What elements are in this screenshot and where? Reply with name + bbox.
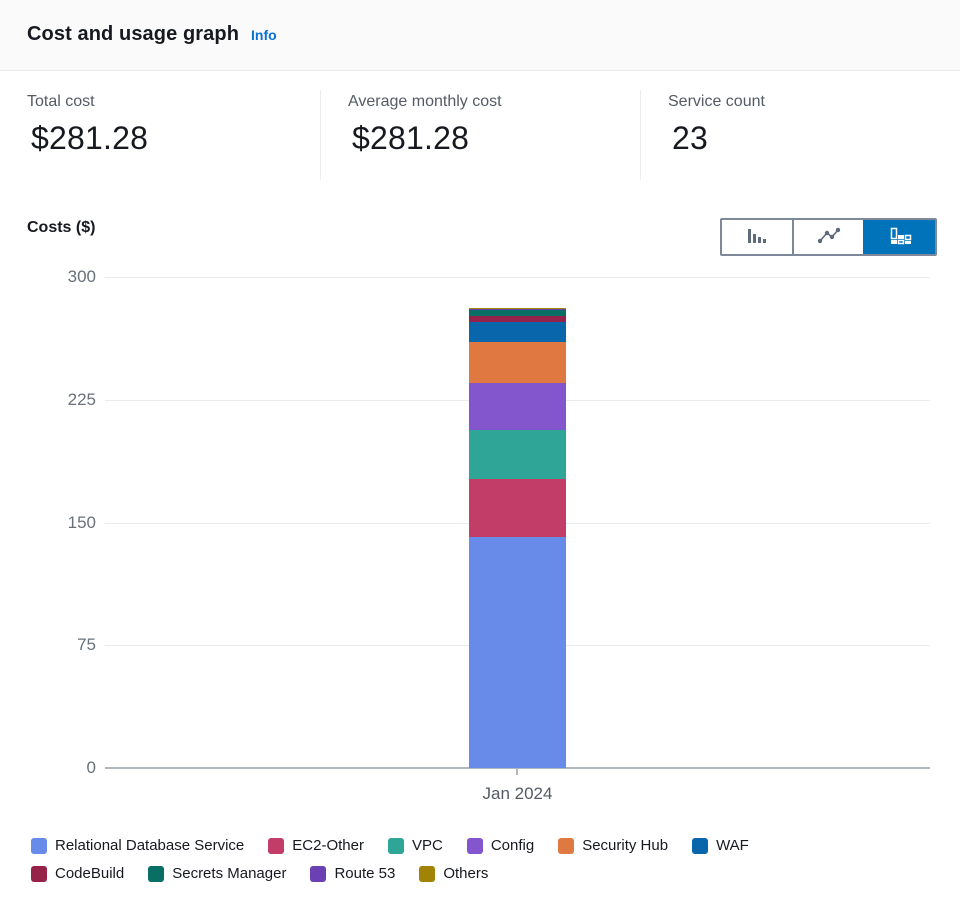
- gridline: [105, 277, 930, 278]
- legend-label: EC2-Other: [292, 837, 364, 854]
- legend-label: Security Hub: [582, 837, 669, 854]
- chart-axis-title: Costs ($): [27, 219, 96, 236]
- legend-label: Route 53: [334, 865, 396, 882]
- x-axis-tick: [516, 769, 518, 775]
- stacked-bar-chart: 0 75 150 225 300 Jan 2024: [0, 260, 960, 820]
- stacked-bar-chart-button[interactable]: [863, 220, 936, 254]
- bar-segment-others[interactable]: [469, 307, 566, 309]
- legend-item-codebuild[interactable]: CodeBuild: [31, 864, 124, 883]
- title-row: Cost and usage graph Info: [27, 23, 277, 46]
- chart-legend: Relational Database Service EC2-Other VPC C…: [31, 836, 821, 883]
- bar-segment-relational-database-service[interactable]: [469, 537, 566, 768]
- legend-label: Secrets Manager: [172, 865, 287, 882]
- stat-value: 23: [672, 120, 708, 156]
- legend-swatch: [268, 837, 285, 854]
- legend-label: Relational Database Service: [55, 837, 245, 854]
- legend-label: WAF: [716, 837, 749, 854]
- legend-label: CodeBuild: [55, 865, 125, 882]
- legend-label: VPC: [411, 837, 443, 854]
- legend-swatch: [466, 837, 483, 854]
- stats-row: Total cost $281.28 Average monthly cost …: [0, 90, 960, 180]
- stat-label: Total cost: [27, 93, 95, 110]
- stat-value: $281.28: [31, 120, 149, 156]
- legend-label: Others: [443, 865, 489, 882]
- line-chart-icon: [817, 226, 841, 249]
- legend-item-secrets-manager[interactable]: Secrets Manager: [148, 864, 286, 883]
- stacked-bar-chart-icon: [888, 226, 912, 249]
- y-axis-tick-label: 300: [67, 267, 96, 286]
- bar-chart-icon: [745, 226, 769, 249]
- legend-item-relational-database-service[interactable]: Relational Database Service: [31, 836, 244, 855]
- x-axis-line: [105, 767, 930, 769]
- stat-value: $281.28: [352, 120, 470, 156]
- legend-swatch: [310, 865, 327, 882]
- stat-label: Average monthly cost: [348, 93, 502, 110]
- bar-segment-ec2-other[interactable]: [469, 479, 566, 538]
- legend-item-config[interactable]: Config: [466, 836, 535, 855]
- legend-item-ec2-other[interactable]: EC2-Other: [268, 836, 364, 855]
- legend-label: Config: [490, 837, 535, 854]
- bar-segment-security-hub[interactable]: [469, 341, 566, 384]
- line-chart-button[interactable]: [791, 220, 864, 254]
- bar-segment-config[interactable]: [469, 383, 566, 431]
- legend-swatch: [31, 865, 47, 882]
- bar-segment-codebuild[interactable]: [469, 316, 566, 322]
- legend-swatch: [419, 865, 436, 882]
- y-axis-tick-label: 0: [86, 758, 96, 777]
- bar-segment-secrets-manager[interactable]: [469, 310, 566, 317]
- info-link[interactable]: Info: [251, 27, 277, 43]
- legend-swatch: [692, 837, 709, 854]
- legend-item-others[interactable]: Others: [419, 864, 488, 883]
- bar-segment-route-53[interactable]: [469, 308, 566, 311]
- legend-swatch: [31, 837, 47, 854]
- legend-item-vpc[interactable]: VPC: [387, 836, 443, 855]
- legend-item-waf[interactable]: WAF: [692, 836, 749, 855]
- bar-segment-vpc[interactable]: [469, 430, 566, 480]
- legend-swatch: [387, 837, 404, 854]
- y-axis-tick-label: 150: [67, 512, 96, 532]
- stat-total-cost: Total cost $281.28: [0, 90, 320, 180]
- legend-item-security-hub[interactable]: Security Hub: [558, 836, 668, 855]
- bar-chart-button[interactable]: [722, 220, 792, 254]
- page-title: Cost and usage graph: [27, 23, 240, 45]
- chart-type-toggle-group: [720, 218, 937, 256]
- y-axis-tick-label: 225: [67, 389, 96, 409]
- stat-average-monthly-cost: Average monthly cost $281.28: [320, 90, 640, 180]
- x-axis-category-label: Jan 2024: [482, 784, 553, 803]
- legend-swatch: [558, 837, 575, 854]
- stat-label: Service count: [668, 93, 765, 110]
- panel-header: Cost and usage graph Info: [0, 0, 960, 71]
- y-axis-tick-label: 75: [77, 635, 96, 655]
- stat-service-count: Service count 23: [640, 90, 960, 180]
- legend-swatch: [148, 865, 165, 882]
- legend-item-route-53[interactable]: Route 53: [310, 864, 395, 883]
- bar-segment-waf[interactable]: [469, 322, 566, 342]
